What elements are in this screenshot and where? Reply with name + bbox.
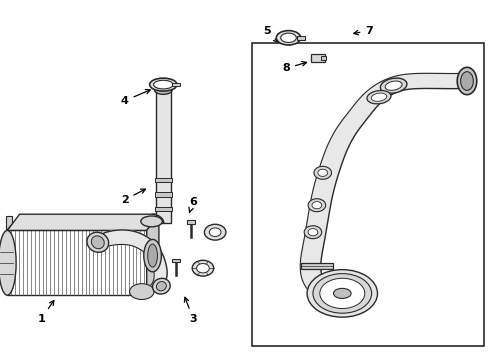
Ellipse shape — [152, 278, 170, 294]
Ellipse shape — [209, 228, 221, 237]
Ellipse shape — [153, 80, 173, 89]
Bar — [300, 263, 332, 269]
Bar — [155, 90, 171, 223]
Bar — [172, 259, 180, 262]
Ellipse shape — [366, 90, 390, 104]
Text: 2: 2 — [121, 189, 145, 205]
Ellipse shape — [333, 288, 350, 298]
Ellipse shape — [304, 226, 321, 239]
Ellipse shape — [204, 224, 225, 240]
Ellipse shape — [149, 78, 177, 91]
Text: 1: 1 — [38, 301, 54, 324]
Bar — [297, 36, 305, 40]
Bar — [154, 192, 172, 197]
Bar — [7, 230, 146, 295]
Ellipse shape — [156, 282, 166, 291]
Text: 5: 5 — [262, 26, 278, 42]
Ellipse shape — [380, 78, 406, 93]
Ellipse shape — [312, 274, 371, 313]
Ellipse shape — [280, 33, 296, 42]
Ellipse shape — [370, 93, 386, 101]
Ellipse shape — [311, 202, 321, 209]
Ellipse shape — [129, 284, 154, 300]
Ellipse shape — [91, 236, 104, 249]
Ellipse shape — [317, 169, 327, 176]
Bar — [310, 54, 325, 62]
Text: 8: 8 — [282, 62, 306, 73]
Ellipse shape — [154, 86, 172, 94]
Ellipse shape — [141, 216, 162, 227]
Bar — [251, 43, 483, 346]
Bar — [171, 83, 180, 86]
Polygon shape — [6, 216, 12, 230]
Ellipse shape — [0, 230, 16, 295]
Polygon shape — [146, 214, 159, 295]
Ellipse shape — [192, 260, 213, 276]
Text: 4: 4 — [121, 90, 150, 106]
Ellipse shape — [307, 199, 325, 212]
Ellipse shape — [306, 270, 377, 317]
Ellipse shape — [313, 166, 331, 179]
Ellipse shape — [147, 244, 157, 267]
Text: 3: 3 — [184, 297, 197, 324]
Ellipse shape — [385, 81, 401, 90]
Polygon shape — [300, 73, 459, 307]
Bar — [321, 56, 325, 60]
Ellipse shape — [196, 264, 209, 273]
Polygon shape — [7, 214, 159, 230]
Polygon shape — [98, 230, 167, 288]
Ellipse shape — [276, 31, 300, 45]
Bar — [154, 178, 172, 182]
Ellipse shape — [460, 72, 472, 90]
Text: 6: 6 — [188, 197, 197, 212]
Ellipse shape — [307, 229, 317, 236]
Text: 7: 7 — [353, 26, 372, 36]
Ellipse shape — [319, 278, 364, 309]
Ellipse shape — [456, 67, 476, 95]
Bar — [186, 220, 194, 224]
Ellipse shape — [143, 239, 161, 272]
Ellipse shape — [87, 232, 108, 252]
Bar — [154, 207, 172, 211]
